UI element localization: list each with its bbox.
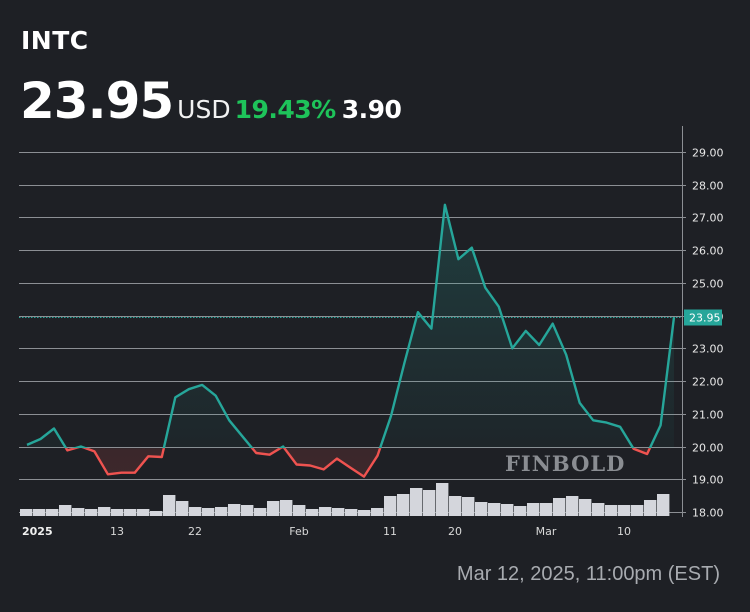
last-price-label: 23.95 xyxy=(689,312,721,325)
volume-bar xyxy=(605,505,618,516)
volume-bar xyxy=(553,498,566,516)
x-tick-label: 20 xyxy=(448,525,462,538)
volume-bar xyxy=(358,510,371,516)
x-tick-label: 10 xyxy=(617,525,631,538)
volume-bar xyxy=(436,483,449,516)
volume-bar xyxy=(280,500,293,516)
volume-bar xyxy=(85,509,98,516)
volume-bar xyxy=(59,505,72,516)
timestamp: Mar 12, 2025, 11:00pm (EST) xyxy=(456,563,720,585)
volume-bar xyxy=(332,508,345,516)
volume-bar xyxy=(215,507,228,516)
finbold-watermark: FINBOLD xyxy=(505,451,625,476)
y-tick-label: 23.00 xyxy=(692,343,724,356)
volume-bar xyxy=(540,503,553,516)
volume-bar xyxy=(267,501,280,516)
volume-bar xyxy=(449,496,462,516)
x-tick-label: 2025 xyxy=(22,525,53,538)
y-tick-label: 20.00 xyxy=(692,442,724,455)
volume-bar xyxy=(306,509,319,516)
last-price-badge xyxy=(684,309,722,326)
y-tick-label: 25.00 xyxy=(692,278,724,291)
change-value: 3.90 xyxy=(341,95,402,124)
volume-bar xyxy=(20,509,33,516)
volume-bar xyxy=(111,509,124,516)
last-price-marker: 23.95 xyxy=(19,309,722,326)
volume-bar xyxy=(137,509,150,516)
volume-bar xyxy=(345,509,358,516)
price-row: 23.95 USD 19.43% 3.90 xyxy=(20,72,402,130)
current-price: 23.95 xyxy=(20,72,174,130)
price-line-up xyxy=(26,203,676,449)
volume-bar xyxy=(189,507,202,516)
volume-bar xyxy=(254,508,267,516)
x-tick-label: Mar xyxy=(536,525,557,538)
volume-bar xyxy=(566,496,579,516)
y-tick-label: 18.00 xyxy=(692,507,724,520)
volume-bar xyxy=(592,503,605,516)
volume-bar xyxy=(423,490,436,516)
y-axis: 29.0028.0027.0026.0025.0024.0023.0022.00… xyxy=(682,126,724,520)
volume-bar xyxy=(618,505,631,516)
y-tick-label: 22.00 xyxy=(692,376,724,389)
currency-label: USD xyxy=(177,95,231,124)
volume-bar xyxy=(293,505,306,516)
volume-bar xyxy=(163,495,176,516)
volume-bar xyxy=(228,504,241,516)
volume-bar xyxy=(33,509,46,516)
volume-bar xyxy=(462,497,475,516)
volume-bar xyxy=(384,496,397,516)
volume-bar xyxy=(397,494,410,516)
volume-bar xyxy=(241,505,254,516)
volume-bar xyxy=(72,508,85,516)
volume-bar xyxy=(501,504,514,516)
volume-bar xyxy=(475,502,488,516)
x-tick-label: Feb xyxy=(289,525,308,538)
volume-bar xyxy=(514,506,527,516)
volume-bar xyxy=(410,488,423,516)
y-tick-label: 19.00 xyxy=(692,474,724,487)
volume-bars xyxy=(20,483,670,516)
y-tick-label: 27.00 xyxy=(692,212,724,225)
volume-bar xyxy=(488,503,501,516)
price-line xyxy=(26,203,676,478)
x-tick-label: 13 xyxy=(110,525,124,538)
volume-bar xyxy=(579,499,592,516)
volume-bar xyxy=(371,508,384,516)
volume-bar xyxy=(150,511,163,516)
volume-bar xyxy=(124,509,137,516)
volume-bar xyxy=(98,507,111,516)
x-axis: 2025 13 22 Feb 11 20 Mar 10 xyxy=(22,525,631,538)
volume-bar xyxy=(202,508,215,516)
change-percent: 19.43% xyxy=(234,95,337,124)
x-tick-label: 22 xyxy=(188,525,202,538)
volume-bar xyxy=(527,503,540,516)
y-tick-label: 26.00 xyxy=(692,245,724,258)
y-tick-label: 29.00 xyxy=(692,147,724,160)
price-area xyxy=(27,204,674,477)
volume-bar xyxy=(644,500,657,516)
volume-bar xyxy=(46,509,59,516)
volume-bar xyxy=(631,505,644,516)
x-tick-label: 11 xyxy=(383,525,397,538)
ticker-symbol: INTC xyxy=(21,26,89,55)
y-tick-label: 28.00 xyxy=(692,180,724,193)
y-tick-label: 21.00 xyxy=(692,409,724,422)
volume-bar xyxy=(319,507,332,516)
volume-bar xyxy=(176,501,189,516)
volume-bar xyxy=(657,494,670,516)
price-line-down xyxy=(64,448,652,478)
